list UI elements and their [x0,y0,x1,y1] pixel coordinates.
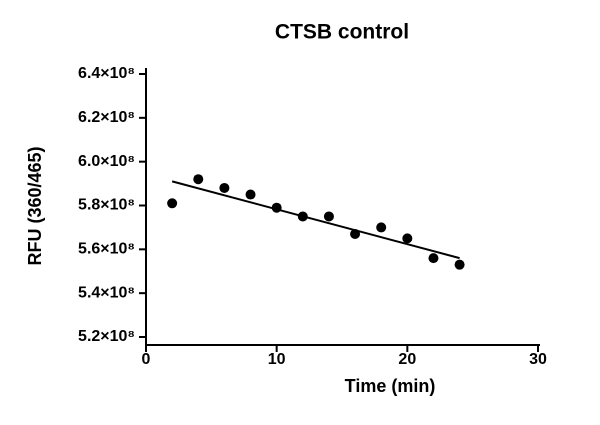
y-axis-label: RFU (360/465) [25,146,45,265]
chart-title: CTSB control [275,21,409,44]
fit-line [171,180,460,260]
y-tick-label: 6.4×10⁸ [78,65,135,82]
data-point [454,259,465,270]
y-tick-label: 6.2×10⁸ [78,109,135,126]
data-point [193,174,204,185]
y-tick-label: 5.6×10⁸ [78,241,135,258]
x-tick-label: 10 [268,351,286,368]
x-tick-label: 20 [398,351,416,368]
y-tick-label: 5.4×10⁸ [78,284,135,301]
data-point [219,182,230,193]
data-point [428,253,439,264]
data-point [245,189,256,200]
data-point [376,222,387,233]
data-point [323,211,334,222]
y-tick-label: 5.8×10⁸ [78,197,135,214]
x-axis-label: Time (min) [345,376,436,396]
y-tick-label: 5.2×10⁸ [78,328,135,345]
x-tick-label: 30 [529,351,547,368]
x-tick-label: 0 [142,351,151,368]
data-point [402,233,413,244]
data-point [167,198,178,209]
y-tick-label: 6.0×10⁸ [78,153,135,170]
